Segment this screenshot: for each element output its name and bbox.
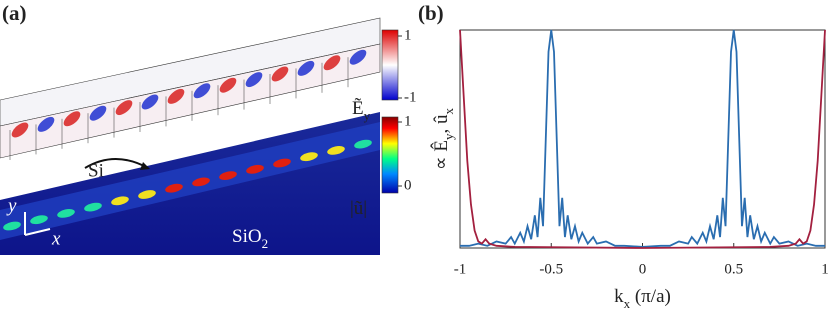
x-tick-label: -1 xyxy=(454,261,467,277)
field-lobe xyxy=(37,116,55,132)
si-label: Si xyxy=(88,160,104,181)
colorbar_field-label-part: Ẽ xyxy=(352,97,364,119)
si-arrowhead xyxy=(140,162,150,170)
field-lobe xyxy=(141,94,159,110)
x-tick-label: 0 xyxy=(639,261,647,277)
mode-spot xyxy=(273,158,291,168)
x-axis-label: kx (π/a) xyxy=(614,286,671,311)
field-lobe xyxy=(323,55,341,71)
mode-spot xyxy=(138,190,156,199)
substrate-label: SiO2 xyxy=(232,226,268,251)
colorbar-tick-label: 1 xyxy=(404,113,412,129)
colorbar-disp xyxy=(381,116,399,194)
mode-spot xyxy=(111,196,129,206)
axis-y-label: y xyxy=(6,195,17,216)
y-axis-label-part: y xyxy=(441,133,456,140)
colorbar_field-label-part: y xyxy=(364,108,371,123)
y-axis-label: ∝ Êy, ûx xyxy=(430,108,456,170)
plot-frame xyxy=(459,29,826,249)
x-tick-label: -0.5 xyxy=(539,261,563,277)
substrate-label-part: SiO xyxy=(232,226,262,247)
field-lobe xyxy=(89,105,107,121)
field-lobe xyxy=(167,88,185,104)
mode-spot xyxy=(327,146,345,155)
x-axis-label-part: k xyxy=(614,286,624,307)
field-lobe xyxy=(115,100,133,116)
panel-a: (a) Si y x xyxy=(0,1,399,255)
colorbar-tick-label: 0 xyxy=(404,177,412,193)
axes-arrows xyxy=(24,212,51,236)
colorbar_disp-label: |ũ| xyxy=(350,198,367,219)
x-tick-label: 0.5 xyxy=(724,261,743,277)
x-axis-label-part: x xyxy=(624,296,631,311)
colorbar-field xyxy=(381,29,399,101)
field-lobe xyxy=(245,72,263,88)
field-lobe xyxy=(63,111,81,127)
panel-label: (b) xyxy=(418,1,444,25)
x-axis-label-part: (π/a) xyxy=(630,286,671,307)
mode-spot xyxy=(165,183,183,193)
substrate-label-part: 2 xyxy=(262,236,269,251)
colorbar-tick-label: -1 xyxy=(404,89,417,105)
field-lobe xyxy=(297,60,315,76)
series-line xyxy=(459,29,826,249)
mode-spot xyxy=(354,139,372,149)
panel-label: (a) xyxy=(2,1,27,25)
field-lobe xyxy=(193,83,211,99)
mode-spot xyxy=(219,171,237,180)
field-lobe xyxy=(11,122,29,138)
mode-spot xyxy=(57,209,75,218)
colorbar-tick-label: 1 xyxy=(404,27,412,43)
y-axis-label-part: x xyxy=(441,108,456,115)
mode-spot xyxy=(192,177,210,187)
colorbar_field-label: Ẽy xyxy=(352,97,371,123)
x-tick-label: 1 xyxy=(821,261,829,277)
mode-spot xyxy=(300,152,318,162)
field-lobe xyxy=(349,49,367,65)
series-line xyxy=(460,29,825,248)
mode-spot xyxy=(30,215,48,225)
mode-spot xyxy=(246,164,264,174)
axis-x-label: x xyxy=(51,228,61,249)
field-lobe xyxy=(219,77,237,93)
colorbar_disp-label-part: |ũ| xyxy=(350,198,367,219)
field-lobe xyxy=(271,66,289,82)
y-axis-label-part: , û xyxy=(431,114,452,134)
mode-spot xyxy=(3,221,21,231)
mode-spot xyxy=(84,202,102,212)
y-axis-label-part: ∝ Ê xyxy=(430,140,452,170)
